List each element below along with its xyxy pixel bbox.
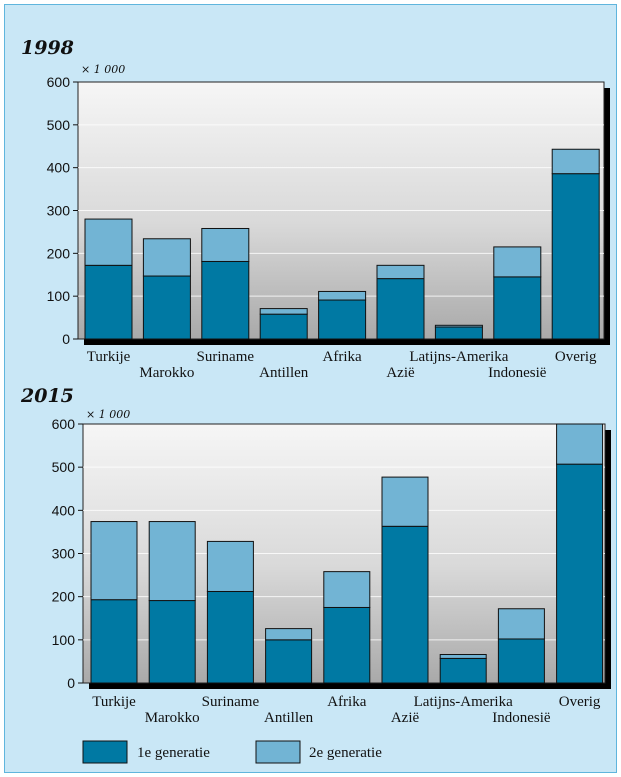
x-tick-label: Overig xyxy=(555,349,597,365)
bar-first-overig xyxy=(556,463,604,684)
y-tick-label: 600 xyxy=(52,416,76,432)
x-tick-label: Turkije xyxy=(87,349,131,365)
bar-second-afrika xyxy=(323,571,371,608)
bar-second-antillen xyxy=(265,628,313,641)
y-tick-label: 400 xyxy=(47,160,71,176)
bar-second-indonesië xyxy=(497,608,545,640)
bar-first-azië xyxy=(381,525,429,684)
bar-second-turkije xyxy=(90,521,138,601)
chart-1: 1998 × 1 000 0 100 200 300 400 500 600 Turkije Mar… xyxy=(21,37,610,381)
y-tick-label: 0 xyxy=(62,331,70,347)
bar-first-marokko xyxy=(148,600,196,684)
bar-first-marokko xyxy=(142,275,191,340)
y-tick-label: 500 xyxy=(47,117,71,133)
legend-label-first: 1e generatie xyxy=(137,745,210,761)
legend-swatch-second xyxy=(255,740,301,764)
bar-second-marokko xyxy=(148,521,196,602)
bar-second-azië xyxy=(381,476,429,527)
x-tick-label: Latijns-Amerika xyxy=(409,349,508,365)
x-tick-label: Suriname xyxy=(197,349,255,365)
bar-first-turkije xyxy=(90,599,138,684)
bar-second-indonesië xyxy=(493,246,542,278)
bar-second-suriname xyxy=(201,227,250,262)
y-tick-label: 100 xyxy=(47,288,71,304)
y-tick-label: 0 xyxy=(67,675,75,691)
bar-first-antillen xyxy=(259,313,308,340)
bar-second-turkije xyxy=(84,218,133,266)
bar-second-latijns-amerika xyxy=(434,324,483,328)
legend-label-second: 2e generatie xyxy=(309,745,382,761)
y-tick-label: 300 xyxy=(47,203,71,219)
x-tick-label: Turkije xyxy=(92,694,136,710)
x-tick-label: Indonesië xyxy=(492,710,551,726)
bar-first-latijns-amerika xyxy=(439,657,487,684)
x-tick-label: Marokko xyxy=(145,710,200,726)
bar-first-indonesië xyxy=(497,638,545,684)
y-tick-label: 200 xyxy=(47,245,71,261)
legend-swatch-first xyxy=(82,740,128,764)
x-tick-label: Azië xyxy=(386,365,415,381)
legend: 1e generatie 2e generatie xyxy=(82,740,382,764)
y-tick-label: 300 xyxy=(52,546,76,562)
bar-first-indonesië xyxy=(493,276,542,340)
y-tick-label: 100 xyxy=(52,632,76,648)
bar-first-afrika xyxy=(318,299,367,340)
x-tick-label: Afrika xyxy=(327,694,366,710)
bar-second-overig xyxy=(551,148,600,175)
bar-first-latijns-amerika xyxy=(434,326,483,340)
x-tick-label: Antillen xyxy=(259,365,309,381)
y-tick-label: 200 xyxy=(52,589,76,605)
x-tick-label: Afrika xyxy=(323,349,362,365)
bar-second-overig xyxy=(556,423,604,465)
unit-label: × 1 000 xyxy=(86,408,130,421)
bar-first-suriname xyxy=(201,260,250,340)
x-tick-label: Indonesië xyxy=(488,365,547,381)
x-tick-label: Azië xyxy=(391,710,420,726)
x-tick-label: Overig xyxy=(559,694,601,710)
bar-first-suriname xyxy=(206,590,254,684)
x-tick-label: Antillen xyxy=(264,710,314,726)
chart-title: 1998 xyxy=(21,37,74,59)
bar-second-suriname xyxy=(206,540,254,592)
bar-first-antillen xyxy=(265,639,313,684)
x-tick-label: Suriname xyxy=(202,694,260,710)
bar-first-overig xyxy=(551,173,600,340)
chart-2: 2015 × 1 000 0 100 200 300 400 500 600 Turkije Mar… xyxy=(20,385,611,726)
bar-second-azië xyxy=(376,264,425,280)
bar-first-azië xyxy=(376,278,425,340)
bar-first-turkije xyxy=(84,264,133,340)
y-tick-label: 600 xyxy=(47,74,71,90)
unit-label: × 1 000 xyxy=(81,63,125,76)
y-tick-label: 400 xyxy=(52,502,76,518)
chart-title: 2015 xyxy=(20,385,74,407)
x-tick-label: Marokko xyxy=(139,365,194,381)
bar-second-marokko xyxy=(142,238,191,277)
bar-second-afrika xyxy=(318,290,367,301)
bar-second-antillen xyxy=(259,308,308,315)
y-tick-label: 500 xyxy=(52,459,76,475)
bar-first-afrika xyxy=(323,606,371,684)
bar-second-latijns-amerika xyxy=(439,654,487,659)
x-tick-label: Latijns-Amerika xyxy=(414,694,513,710)
